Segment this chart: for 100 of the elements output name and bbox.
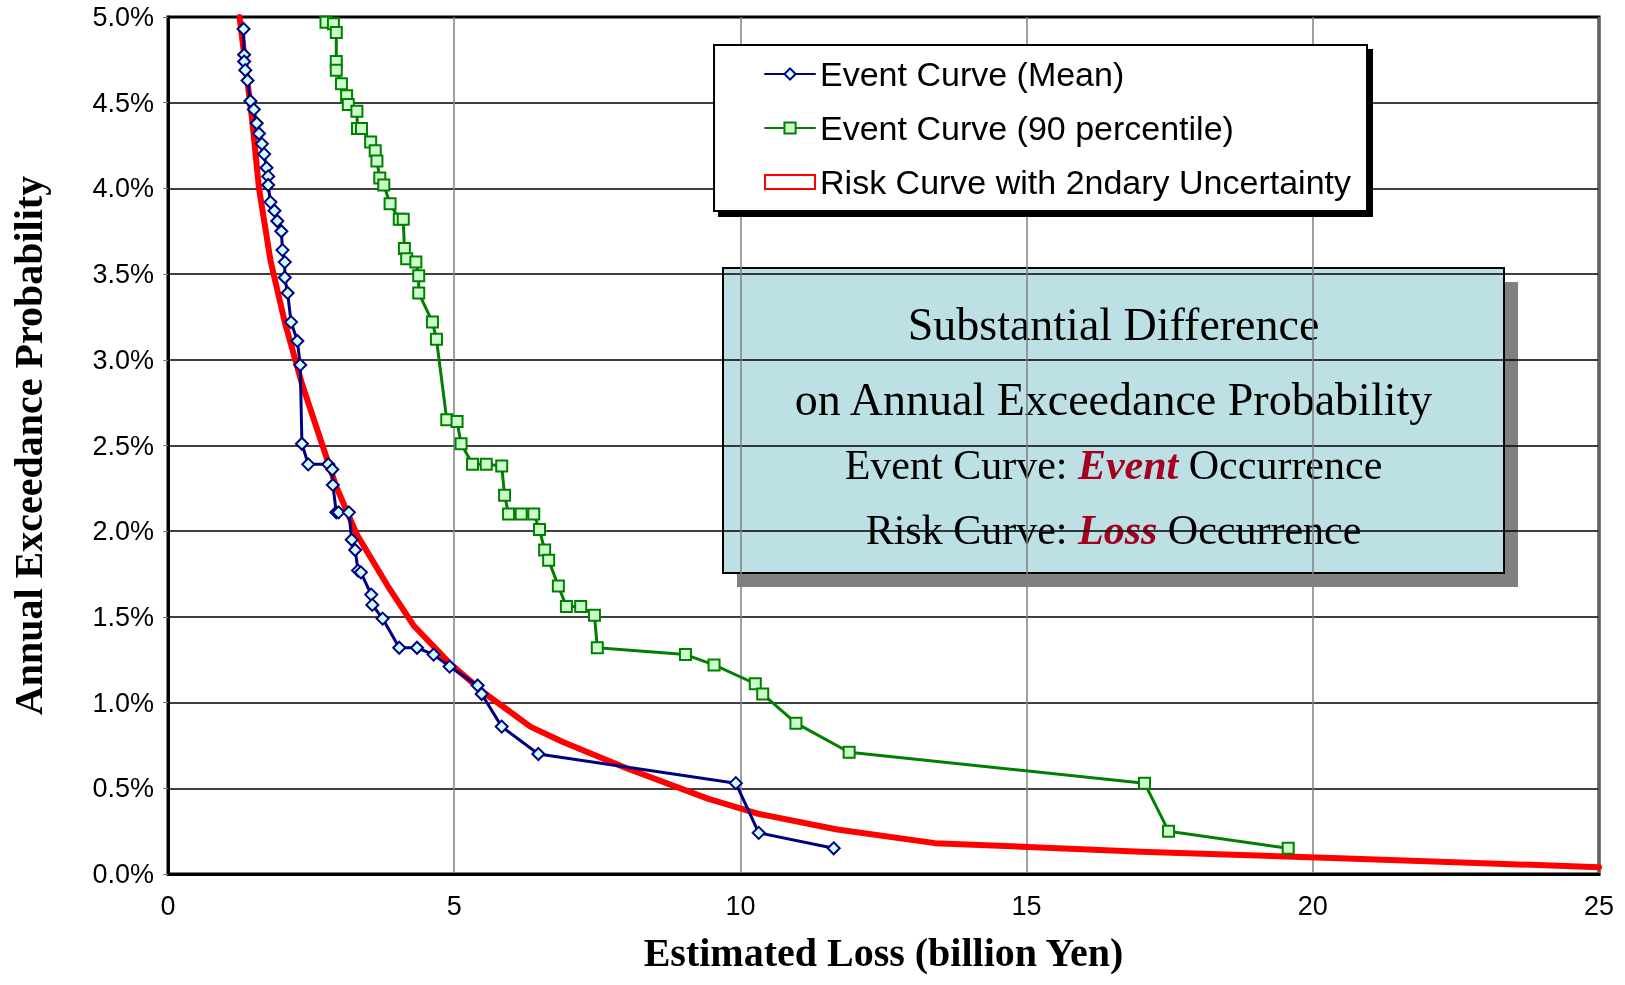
point <box>246 102 261 117</box>
annotation: Event Curve: Event Occurrence <box>844 442 1383 488</box>
point <box>350 104 364 118</box>
annotation: Substantial Difference <box>907 298 1320 350</box>
point <box>751 825 766 840</box>
point <box>429 332 443 346</box>
point <box>842 745 856 759</box>
point <box>284 315 299 330</box>
legend-label: Event Curve (Mean) <box>820 55 1125 93</box>
point <box>514 507 528 521</box>
point <box>409 640 424 655</box>
point <box>1281 841 1295 855</box>
point <box>728 776 743 791</box>
point <box>495 459 509 473</box>
point <box>551 579 565 593</box>
point <box>479 457 493 471</box>
y-axis-title: Annual Exceedance Probability <box>5 175 51 716</box>
annotation: on Annual Exceedance Probability <box>794 373 1433 425</box>
point <box>756 687 770 701</box>
point <box>236 22 251 36</box>
point <box>364 587 379 602</box>
point <box>274 224 289 239</box>
point <box>466 457 480 471</box>
point <box>375 611 390 626</box>
point <box>348 543 363 558</box>
point <box>301 457 316 472</box>
y-tick-label: 4.5% <box>92 87 154 118</box>
point <box>354 121 368 135</box>
point <box>532 522 546 536</box>
y-tick-label: 0.5% <box>92 773 154 804</box>
point <box>341 505 356 520</box>
point <box>280 285 295 300</box>
point <box>383 197 397 211</box>
y-tick-label: 3.5% <box>92 259 154 290</box>
point <box>252 126 267 141</box>
point <box>425 315 439 329</box>
point <box>678 648 692 662</box>
legend-label: Event Curve (90 percentile) <box>820 109 1234 147</box>
point <box>238 63 253 78</box>
point <box>474 687 489 702</box>
point <box>277 255 292 270</box>
point <box>442 659 457 674</box>
point <box>470 678 485 693</box>
point <box>290 333 305 348</box>
point <box>277 270 292 285</box>
y-tick-label: 2.0% <box>92 516 154 547</box>
point <box>329 63 343 77</box>
point <box>325 462 340 477</box>
point <box>240 73 255 88</box>
point <box>344 532 359 547</box>
point <box>559 600 573 614</box>
legend-label: Risk Curve with 2ndary Uncertainty <box>820 163 1351 201</box>
point <box>334 77 348 91</box>
x-tick-label: 15 <box>1011 890 1042 921</box>
y-tick-label: 1.5% <box>92 601 154 632</box>
point <box>494 719 509 734</box>
point <box>789 716 803 730</box>
point <box>1138 776 1152 790</box>
point <box>450 415 464 428</box>
point <box>275 243 290 258</box>
point <box>748 677 762 691</box>
point <box>502 507 516 521</box>
point <box>270 213 285 228</box>
point <box>574 600 588 614</box>
point <box>261 177 276 192</box>
point <box>293 357 308 372</box>
point <box>587 608 601 622</box>
x-tick-label: 0 <box>160 890 176 921</box>
point <box>590 641 604 655</box>
point <box>542 553 556 567</box>
point <box>409 255 423 269</box>
point <box>257 147 272 162</box>
point <box>527 507 541 521</box>
x-tick-label: 20 <box>1297 890 1328 921</box>
y-tick-label: 2.5% <box>92 430 154 461</box>
y-tick-label: 5.0% <box>92 2 154 32</box>
y-tick-label: 0.0% <box>92 859 154 889</box>
point <box>1162 824 1176 838</box>
x-axis-title: Estimated Loss (billion Yen) <box>643 929 1124 975</box>
x-tick-label: 25 <box>1583 890 1615 921</box>
x-tick-label: 5 <box>446 890 462 921</box>
point <box>377 178 391 192</box>
point <box>325 477 340 492</box>
point <box>365 597 380 612</box>
x-tick-label: 10 <box>725 890 756 921</box>
point <box>454 437 468 451</box>
point <box>412 286 426 300</box>
point <box>396 212 410 226</box>
point <box>370 154 384 168</box>
point <box>267 203 282 218</box>
point <box>254 136 269 151</box>
y-tick-label: 4.0% <box>92 173 154 204</box>
point <box>826 841 841 856</box>
point <box>426 647 441 662</box>
point <box>329 25 343 39</box>
point <box>531 747 546 762</box>
point <box>412 269 426 283</box>
point <box>392 640 407 655</box>
point <box>707 658 721 672</box>
point <box>249 116 264 131</box>
